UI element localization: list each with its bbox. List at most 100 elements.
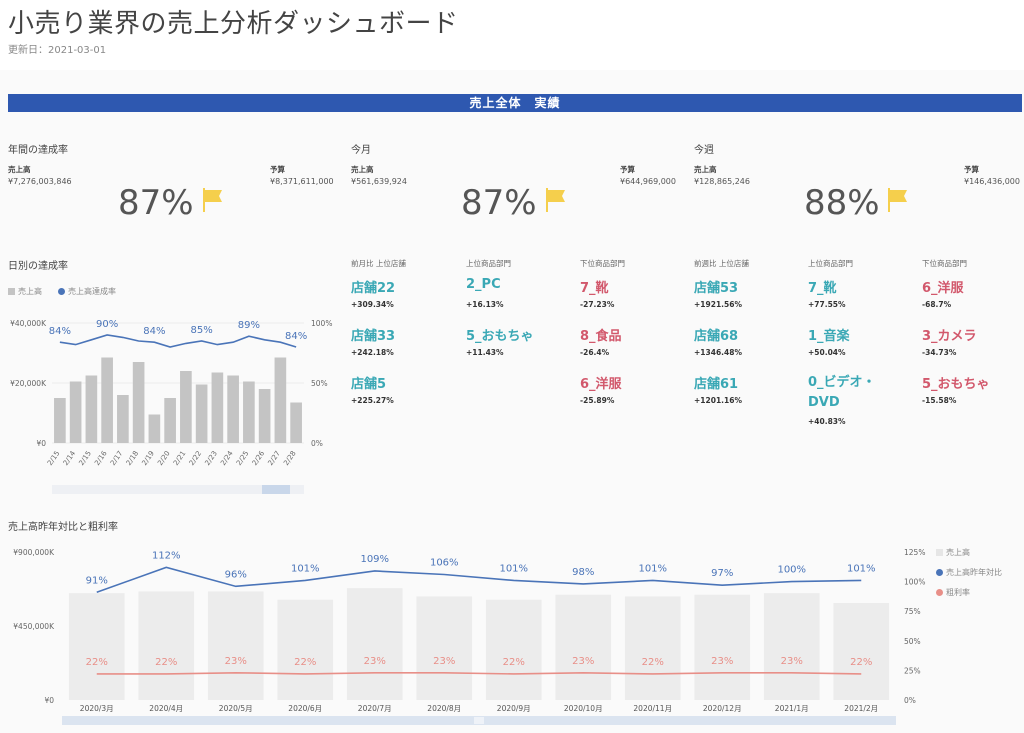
sales-bar	[416, 596, 473, 700]
ranking-item-name[interactable]: 5_おもちゃ	[466, 329, 534, 344]
ranking-item-name[interactable]: 5_おもちゃ	[922, 377, 990, 392]
x-axis-tick-label: 2021/1月	[775, 704, 809, 713]
y-axis-tick-label: ¥0	[44, 696, 54, 705]
yoy-data-label: 97%	[711, 568, 733, 579]
y2-axis-tick-label: 50%	[904, 637, 921, 646]
ranking-item-change: -26.4%	[580, 348, 610, 357]
ranking-item-change: -34.73%	[922, 348, 957, 357]
legend-sales[interactable]: 売上高	[8, 286, 42, 297]
ranking-item-name[interactable]: 店舗5	[351, 377, 387, 392]
ranking-item-change: +1921.56%	[694, 300, 742, 309]
section-banner: 売上全体 実績	[8, 94, 1022, 112]
x-axis-tick-label: 2/15	[77, 450, 93, 467]
ranking-item-change: -15.58%	[922, 396, 957, 405]
sales-bar	[132, 362, 145, 443]
x-axis-tick-label: 2/24	[219, 449, 235, 467]
ranking-item-change: +50.04%	[808, 348, 846, 357]
sales-bar	[117, 395, 129, 443]
kpi-section-title: 今月	[351, 145, 371, 156]
x-axis-tick-label: 2020/5月	[219, 704, 253, 713]
legend-margin[interactable]: 粗利率	[936, 587, 970, 598]
daily-scrollbar[interactable]	[52, 485, 304, 494]
ranking-item-name[interactable]: 8_食品	[580, 329, 622, 344]
ranking-item-name[interactable]: 店舗22	[351, 281, 396, 296]
data-label: 89%	[238, 320, 260, 331]
x-axis-tick-label: 2/18	[125, 450, 141, 467]
legend-label: 売上高昨年対比	[946, 568, 1002, 577]
sales-bar	[763, 593, 820, 700]
ranking-item-name[interactable]: 3_カメラ	[922, 329, 977, 344]
monthly-chart-title: 売上高昨年対比と粗利率	[8, 522, 118, 533]
ranking-item-name[interactable]: 店舗61	[694, 377, 739, 392]
ranking-header: 下位商品部門	[922, 259, 967, 268]
legend-label: 売上高達成率	[68, 287, 116, 296]
ranking-item-change: +11.43%	[466, 348, 504, 357]
ranking-header: 下位商品部門	[580, 259, 625, 268]
ranking-item-name[interactable]: 6_洋服	[922, 281, 964, 296]
x-axis-tick-label: 2/19	[140, 450, 156, 467]
x-axis-tick-label: 2/14	[62, 449, 78, 467]
y-axis-tick-label: ¥40,000K	[10, 319, 47, 328]
y2-axis-tick-label: 125%	[904, 548, 925, 557]
ranking-item-name[interactable]: 2_PC	[466, 277, 501, 292]
x-axis-tick-label: 2020/6月	[288, 704, 322, 713]
yoy-data-label: 96%	[225, 569, 247, 580]
x-axis-tick-label: 2/17	[109, 450, 125, 467]
legend-yoy[interactable]: 売上高昨年対比	[936, 567, 1002, 578]
margin-data-label: 22%	[503, 657, 525, 668]
sales-bar	[101, 357, 113, 443]
flag-icon	[888, 188, 907, 212]
x-axis-tick-label: 2/15	[46, 450, 62, 467]
margin-data-label: 23%	[225, 656, 247, 667]
sales-bar	[68, 593, 125, 700]
kpi-sales-label: 売上高	[351, 165, 374, 174]
kpi-sales-value: ¥128,865,246	[694, 177, 750, 186]
x-axis-tick-label: 2020/9月	[497, 704, 531, 713]
ranking-item-name[interactable]: 0_ビデオ・DVD	[808, 375, 876, 410]
daily-chart-title: 日別の達成率	[8, 261, 68, 272]
ranking-header: 上位商品部門	[808, 259, 853, 268]
monthly-scrollbar[interactable]	[62, 716, 896, 725]
sales-bar	[211, 372, 224, 443]
kpi-achievement-pct: 88%	[804, 183, 880, 223]
yoy-line	[96, 566, 862, 594]
sales-bar	[227, 375, 239, 443]
ranking-item-name[interactable]: 1_音楽	[808, 329, 850, 344]
kpi-budget-label: 予算	[964, 165, 979, 174]
legend-swatch	[8, 288, 15, 295]
scrollbar-grip[interactable]	[474, 717, 484, 724]
legend-sales[interactable]: 売上高	[936, 547, 970, 558]
sales-bar	[69, 381, 82, 443]
ranking-item-name[interactable]: 7_靴	[580, 281, 609, 296]
ranking-item-change: -27.23%	[580, 300, 615, 309]
yoy-data-label: 101%	[847, 563, 876, 574]
sales-bar	[346, 588, 403, 700]
legend-label: 売上高	[946, 548, 970, 557]
scrollbar-thumb[interactable]	[262, 485, 290, 494]
y-axis-tick-label: ¥450,000K	[13, 622, 55, 631]
kpi-section-title: 今週	[694, 145, 714, 156]
ranking-item-name[interactable]: 店舗53	[694, 281, 739, 296]
kpi-achievement-pct: 87%	[118, 183, 194, 223]
ranking-item-change: -68.7%	[922, 300, 952, 309]
x-axis-tick-label: 2/16	[93, 449, 109, 467]
legend-achievement[interactable]: 売上高達成率	[58, 286, 116, 297]
yoy-data-label: 106%	[430, 557, 459, 568]
data-label: 84%	[49, 326, 71, 337]
ranking-item-name[interactable]: 7_靴	[808, 281, 837, 296]
sales-bar	[277, 599, 334, 700]
legend-swatch	[936, 569, 943, 576]
ranking-item-name[interactable]: 店舗33	[351, 329, 396, 344]
y-axis-tick-label: ¥0	[36, 439, 46, 448]
ranking-item-name[interactable]: 6_洋服	[580, 377, 622, 392]
x-axis-tick-label: 2/21	[172, 450, 188, 467]
ranking-item-name[interactable]: 店舗68	[694, 329, 739, 344]
sales-bar	[258, 389, 271, 443]
kpi-achievement-pct: 87%	[461, 183, 537, 223]
sales-bar	[274, 357, 287, 443]
y2-axis-tick-label: 50%	[311, 379, 328, 388]
y-axis-tick-label: ¥20,000K	[10, 379, 47, 388]
y2-axis-tick-label: 0%	[904, 696, 916, 705]
sales-bar	[195, 384, 208, 443]
data-label: 84%	[285, 331, 307, 342]
